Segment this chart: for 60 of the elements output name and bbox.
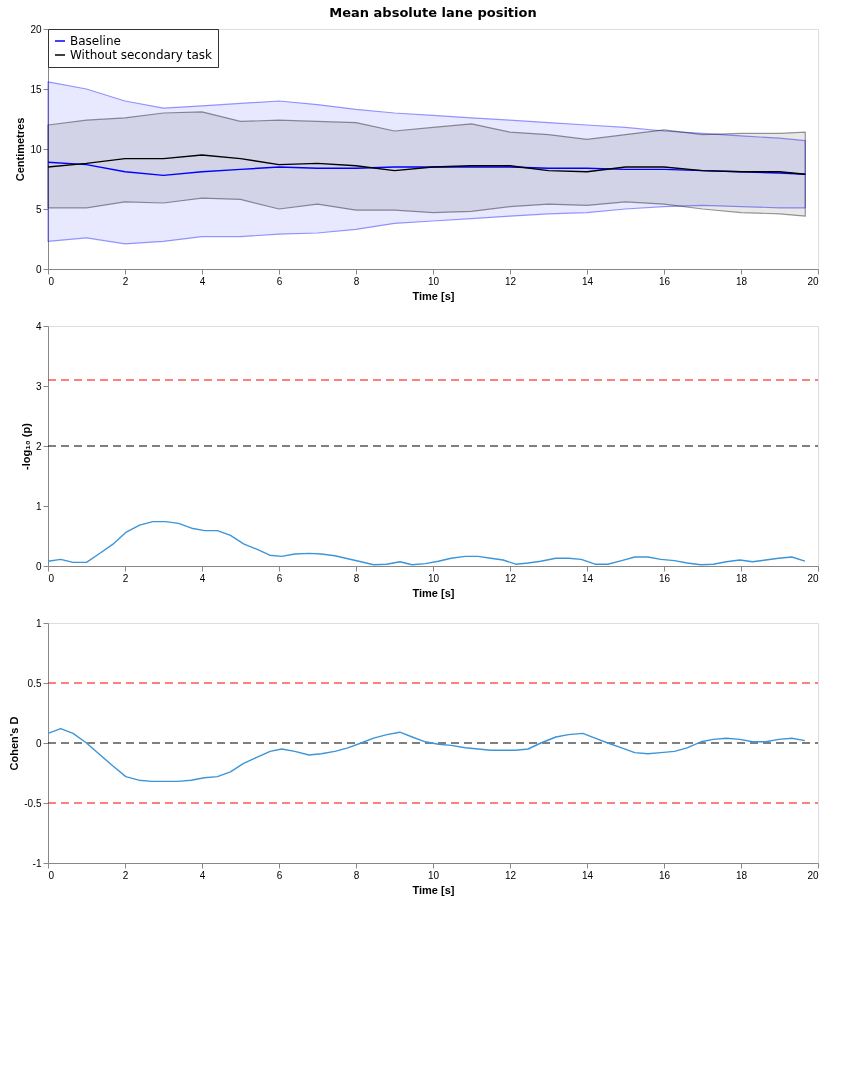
x-tick-label: 2	[122, 869, 129, 881]
x-tick-label: 16	[658, 869, 671, 881]
x-tick-label: 4	[199, 572, 206, 584]
line-series	[47, 154, 806, 175]
x-tick-label: 20	[807, 572, 819, 584]
x-tick-label: 10	[427, 572, 440, 584]
x-tick-label: 20	[807, 869, 819, 881]
x-tick-label: 18	[735, 869, 748, 881]
chart-title: Mean absolute lane position	[329, 5, 537, 20]
x-tick-label: 12	[504, 572, 517, 584]
y-tick-label: 10	[30, 143, 42, 155]
x-tick-label: 8	[353, 869, 360, 881]
y-tick-label: 0	[35, 560, 42, 572]
x-tick-label: 4	[199, 275, 206, 287]
line-series	[47, 520, 806, 566]
x-tick-label: 6	[276, 275, 283, 287]
y-axis-title: Centimetres	[14, 117, 27, 182]
y-tick-label: 20	[30, 23, 42, 35]
y-axis-title: -log₁₀ (p)	[19, 422, 32, 470]
x-tick-label: 0	[48, 275, 55, 287]
y-tick-label: -0.5	[24, 797, 42, 809]
line-series	[47, 727, 806, 783]
y-tick-label: -1	[32, 857, 42, 869]
x-tick-label: 6	[276, 572, 283, 584]
y-tick-label: 5	[35, 203, 42, 215]
x-tick-label: 20	[807, 275, 819, 287]
x-tick-label: 18	[735, 572, 748, 584]
x-axis-title: Time [s]	[412, 289, 455, 302]
x-tick-label: 8	[353, 275, 360, 287]
x-tick-label: 4	[199, 869, 206, 881]
x-tick-label: 10	[427, 275, 440, 287]
x-tick-label: 16	[658, 572, 671, 584]
x-axis-title: Time [s]	[412, 586, 455, 599]
y-tick-label: 1	[35, 500, 42, 512]
x-tick-label: 16	[658, 275, 671, 287]
x-tick-label: 18	[735, 275, 748, 287]
x-tick-label: 6	[276, 869, 283, 881]
x-tick-label: 2	[122, 572, 129, 584]
y-tick-label: 4	[35, 320, 42, 332]
x-axis-title: Time [s]	[412, 883, 455, 896]
legend-label: Baseline	[70, 34, 121, 48]
y-tick-label: 1	[35, 617, 42, 629]
y-tick-label: 0.5	[27, 677, 42, 689]
y-tick-label: 0	[35, 263, 42, 275]
x-tick-label: 14	[581, 869, 594, 881]
y-tick-label: 0	[35, 737, 42, 749]
x-tick-label: 12	[504, 275, 517, 287]
y-tick-label: 3	[35, 380, 42, 392]
x-tick-label: 10	[427, 869, 440, 881]
y-tick-label: 2	[35, 440, 42, 452]
x-tick-label: 8	[353, 572, 360, 584]
x-tick-label: 14	[581, 275, 594, 287]
x-tick-label: 12	[504, 869, 517, 881]
x-tick-label: 0	[48, 572, 55, 584]
x-tick-label: 14	[581, 572, 594, 584]
x-tick-label: 0	[48, 869, 55, 881]
y-axis-title: Cohen's D	[8, 716, 21, 771]
y-tick-label: 15	[30, 83, 42, 95]
x-tick-label: 2	[122, 275, 129, 287]
legend-label: Without secondary task	[70, 48, 213, 62]
